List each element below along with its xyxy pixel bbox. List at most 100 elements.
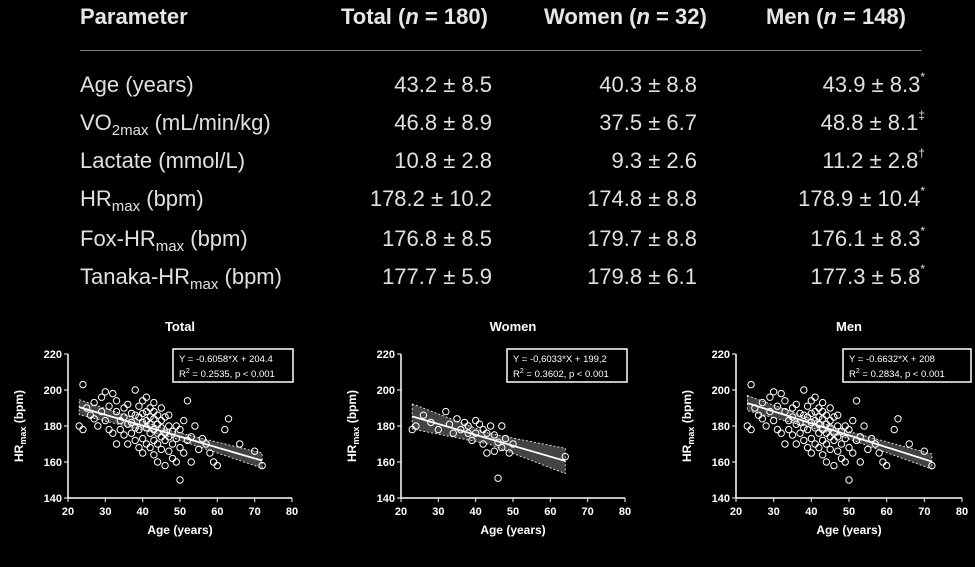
data-point: [490, 447, 499, 455]
chart-title: Total: [165, 319, 195, 334]
data-point: [168, 440, 177, 448]
data-point: [822, 458, 831, 466]
y-tick-label: 180: [377, 421, 395, 433]
data-point: [412, 422, 420, 430]
cell-men: 176.1 ± 8.3*: [810, 224, 925, 251]
data-point: [112, 397, 121, 405]
data-point: [258, 461, 266, 470]
data-point: [146, 443, 154, 452]
header-divider: [80, 50, 922, 51]
x-tick-label: 50: [843, 506, 855, 518]
equation-box: [506, 348, 628, 383]
data-point: [191, 422, 199, 430]
data-point: [826, 404, 834, 412]
cell-women: 179.8 ± 6.1: [587, 264, 697, 289]
data-point: [758, 415, 767, 423]
data-point: [442, 407, 450, 416]
data-point: [837, 454, 846, 463]
data-point: [97, 407, 106, 416]
data-point: [845, 443, 853, 452]
data-point: [124, 440, 132, 448]
chart-total: Total 140 160 180 200 220 20 30 40 50 60 70 80 Age (y…: [12, 319, 298, 537]
y-tick-label: 220: [44, 349, 62, 361]
data-point: [176, 476, 184, 484]
data-point: [826, 416, 834, 425]
data-point: [788, 404, 797, 412]
data-point: [841, 434, 849, 443]
data-point: [150, 436, 158, 445]
data-point: [453, 415, 461, 423]
data-point: [860, 422, 868, 430]
cell-men: 11.2 ± 2.8†: [822, 146, 925, 173]
data-point: [852, 397, 861, 405]
cell-total: 178.2 ± 10.2: [369, 186, 492, 211]
data-point: [120, 404, 128, 412]
summary-table: Parameter Total (n = 180) Women (n = 32)…: [80, 4, 925, 293]
data-point: [79, 425, 87, 434]
row-label: HRmax (bpm): [80, 186, 204, 215]
data-point: [777, 429, 785, 437]
data-point: [475, 420, 484, 428]
equation-box: [842, 348, 972, 383]
x-tick-label: 50: [174, 506, 186, 518]
data-point: [161, 461, 169, 470]
data-point: [905, 440, 913, 448]
data-point: [920, 447, 929, 455]
x-tick-label: 80: [956, 506, 968, 518]
data-point: [101, 388, 110, 396]
data-point: [864, 445, 872, 454]
cell-total: 10.8 ± 2.8: [394, 148, 492, 173]
x-tick-label: 70: [582, 506, 594, 518]
data-point: [803, 443, 812, 452]
cell-men: 177.3 ± 5.8*: [810, 262, 925, 289]
data-point: [153, 440, 162, 448]
data-point: [826, 445, 834, 454]
data-point: [769, 388, 778, 396]
data-point: [815, 429, 823, 437]
data-point: [875, 449, 883, 457]
data-point: [127, 429, 136, 437]
data-point: [135, 443, 143, 452]
data-point: [743, 422, 752, 430]
data-point: [479, 440, 487, 448]
row-label: Age (years): [80, 72, 194, 97]
row-label: Lactate (mmol/L): [80, 148, 246, 173]
r-squared-text: R2 = 0.2535, p < 0.001: [179, 368, 275, 380]
y-tick-label: 140: [377, 493, 395, 505]
data-point: [845, 476, 853, 484]
data-point: [818, 436, 827, 445]
data-point: [766, 393, 774, 401]
header-men: Men (n = 148): [766, 4, 907, 29]
data-point: [187, 458, 195, 466]
data-point: [879, 458, 887, 466]
data-point: [796, 429, 804, 437]
data-point: [183, 397, 192, 405]
data-point: [815, 413, 823, 421]
data-point: [150, 451, 158, 459]
header-women: Women (n = 32): [544, 4, 707, 29]
y-axis-label: HRmax (bpm): [12, 390, 28, 462]
x-tick-label: 30: [432, 506, 444, 518]
data-point: [800, 436, 808, 445]
data-point: [138, 434, 147, 443]
data-point: [826, 433, 834, 441]
data-point: [800, 411, 808, 419]
data-point: [803, 425, 812, 434]
data-point: [135, 425, 143, 434]
data-point: [807, 409, 816, 418]
data-point: [792, 440, 800, 448]
x-tick-label: 40: [137, 506, 149, 518]
data-point: [194, 445, 203, 454]
data-point: [150, 398, 158, 407]
y-tick-label: 160: [712, 457, 730, 469]
data-point: [165, 411, 173, 419]
chart-men: Men 140 160 180 200 220 20 30 40 50 60 70 80 Age (yea…: [680, 319, 972, 537]
data-point: [781, 397, 789, 405]
row-label: Tanaka-HRmax (bpm): [80, 264, 282, 293]
data-point: [105, 402, 113, 410]
data-point: [834, 422, 842, 430]
x-tick-label: 60: [881, 506, 893, 518]
data-point: [747, 425, 755, 434]
data-point: [818, 451, 827, 459]
data-point: [468, 436, 476, 445]
